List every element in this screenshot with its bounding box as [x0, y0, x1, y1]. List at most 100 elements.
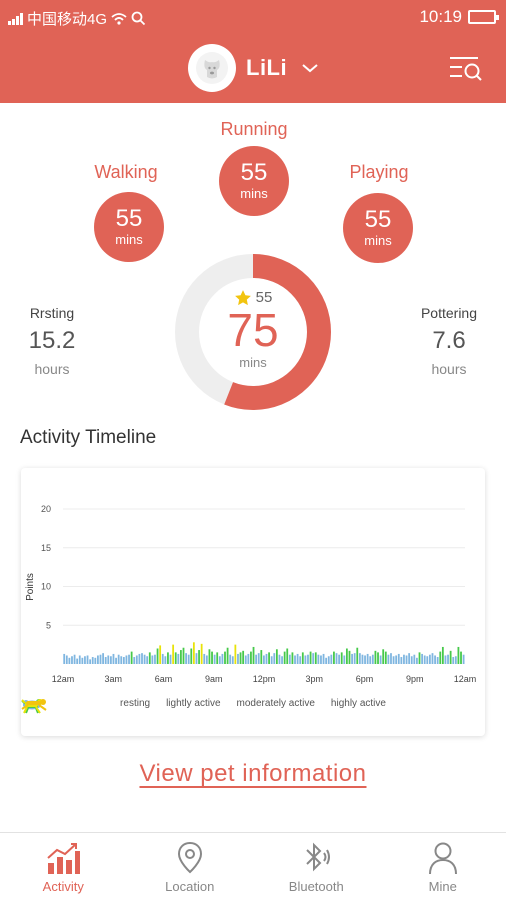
running-value: 55	[240, 159, 268, 186]
chart-bar	[317, 654, 320, 664]
menu-search-button[interactable]	[448, 54, 488, 84]
chart-bar	[426, 656, 429, 664]
app-header: 中国移动4G 10:19 LiLi	[0, 0, 506, 103]
resting-value: 15.2	[28, 327, 76, 354]
chart-bar	[229, 654, 232, 664]
legend-resting: resting	[23, 698, 151, 710]
chart-bar	[185, 653, 187, 664]
tab-bluetooth[interactable]: Bluetooth	[253, 833, 380, 900]
chart-bar	[224, 651, 226, 664]
chart-bar	[252, 646, 255, 664]
chart-bar	[436, 657, 439, 664]
activity-timeline-chart: 5 10 15 20 Points 12am 3am 6am 9am 12pm 3pm 6pm 9p…	[25, 504, 476, 684]
chart-bar	[203, 653, 206, 664]
chart-bar	[356, 647, 359, 664]
tab-activity[interactable]: Activity	[0, 833, 127, 900]
chart-bar	[221, 653, 224, 664]
chart-bar	[265, 653, 268, 664]
chart-bar	[141, 653, 143, 664]
chart-bar	[400, 657, 403, 664]
chart-bar	[322, 653, 325, 664]
chart-bar	[286, 648, 289, 664]
chart-bar	[301, 652, 304, 664]
chart-bar	[84, 656, 86, 664]
tab-mine[interactable]: Mine	[380, 833, 506, 900]
walking-bubble: 55 mins	[94, 192, 164, 262]
chart-bar	[439, 651, 442, 664]
chart-bar	[457, 646, 460, 664]
chart-bar	[91, 657, 94, 664]
pet-selector[interactable]: LiLi	[188, 44, 319, 92]
chart-bar	[177, 653, 180, 664]
chart-bar	[65, 655, 68, 664]
chart-bar	[353, 653, 356, 664]
chart-bar	[345, 648, 348, 664]
chart-bar	[434, 655, 436, 664]
chart-bar	[211, 651, 213, 664]
chart-bar	[151, 655, 154, 664]
chart-bar	[247, 653, 250, 664]
goal-row: 55	[234, 289, 272, 307]
chart-bar	[135, 655, 138, 664]
playing-label: Playing	[349, 162, 409, 182]
chart-bar	[122, 657, 125, 664]
chart-bar	[312, 653, 315, 664]
chart-bar	[260, 650, 263, 664]
chart-bar	[192, 642, 195, 664]
chart-bar	[154, 654, 156, 664]
pottering-unit: hours	[431, 361, 467, 377]
chart-bar	[180, 650, 182, 664]
x-tick-label: 12am	[52, 674, 75, 684]
chart-bar	[348, 650, 351, 664]
tab-location[interactable]: Location	[127, 833, 254, 900]
chart-bar	[117, 654, 120, 664]
chart-bar	[239, 652, 242, 664]
chart-bar	[408, 653, 411, 664]
resting-label: Rrsting	[29, 305, 75, 321]
chart-bar	[78, 655, 81, 664]
view-pet-info-link[interactable]: View pet information	[139, 760, 367, 787]
chart-bar	[242, 650, 245, 664]
legend-highly: highly active	[21, 698, 386, 711]
location-pin-icon	[177, 841, 202, 874]
timeline-title: Activity Timeline	[20, 427, 157, 448]
chart-bar	[291, 652, 294, 664]
tab-activity-label: Activity	[42, 879, 84, 894]
walking-unit: mins	[115, 232, 143, 247]
battery-icon	[468, 10, 499, 24]
wifi-icon	[111, 13, 127, 25]
legend-moderately: moderately active	[21, 698, 315, 714]
chart-bar	[81, 657, 84, 664]
playing-unit: mins	[364, 233, 392, 248]
playing-bubble: 55 mins	[343, 193, 413, 263]
chart-bar	[182, 647, 185, 664]
chart-bar	[309, 651, 312, 664]
chart-bar	[320, 655, 322, 664]
chart-bar	[63, 653, 66, 664]
tab-bluetooth-label: Bluetooth	[288, 879, 344, 894]
chart-bar	[460, 651, 462, 664]
chart-bar	[444, 655, 447, 664]
chart-bar	[387, 654, 390, 664]
chart-bar	[340, 652, 343, 664]
pet-avatar	[188, 44, 236, 92]
chart-bar	[198, 650, 200, 664]
chart-bar	[428, 654, 431, 664]
bluetooth-icon	[306, 842, 331, 872]
pottering-label: Pottering	[420, 305, 478, 321]
chart-bar	[423, 655, 426, 664]
chart-bar	[76, 658, 79, 664]
chart-bar	[390, 653, 392, 664]
timeline-legend: resting lightly active moderately active	[21, 698, 485, 714]
chart-bar	[161, 653, 164, 664]
x-tick-label: 3pm	[305, 674, 323, 684]
chart-bar	[369, 656, 372, 664]
chart-bar	[159, 645, 162, 664]
chart-bar	[125, 655, 128, 664]
chart-bar	[104, 657, 107, 664]
legend-resting-label: resting	[120, 698, 151, 709]
signal-icon	[8, 12, 23, 25]
chart-bar	[431, 653, 434, 664]
chart-bar	[351, 653, 353, 664]
running-bubble: 55 mins	[219, 146, 289, 216]
